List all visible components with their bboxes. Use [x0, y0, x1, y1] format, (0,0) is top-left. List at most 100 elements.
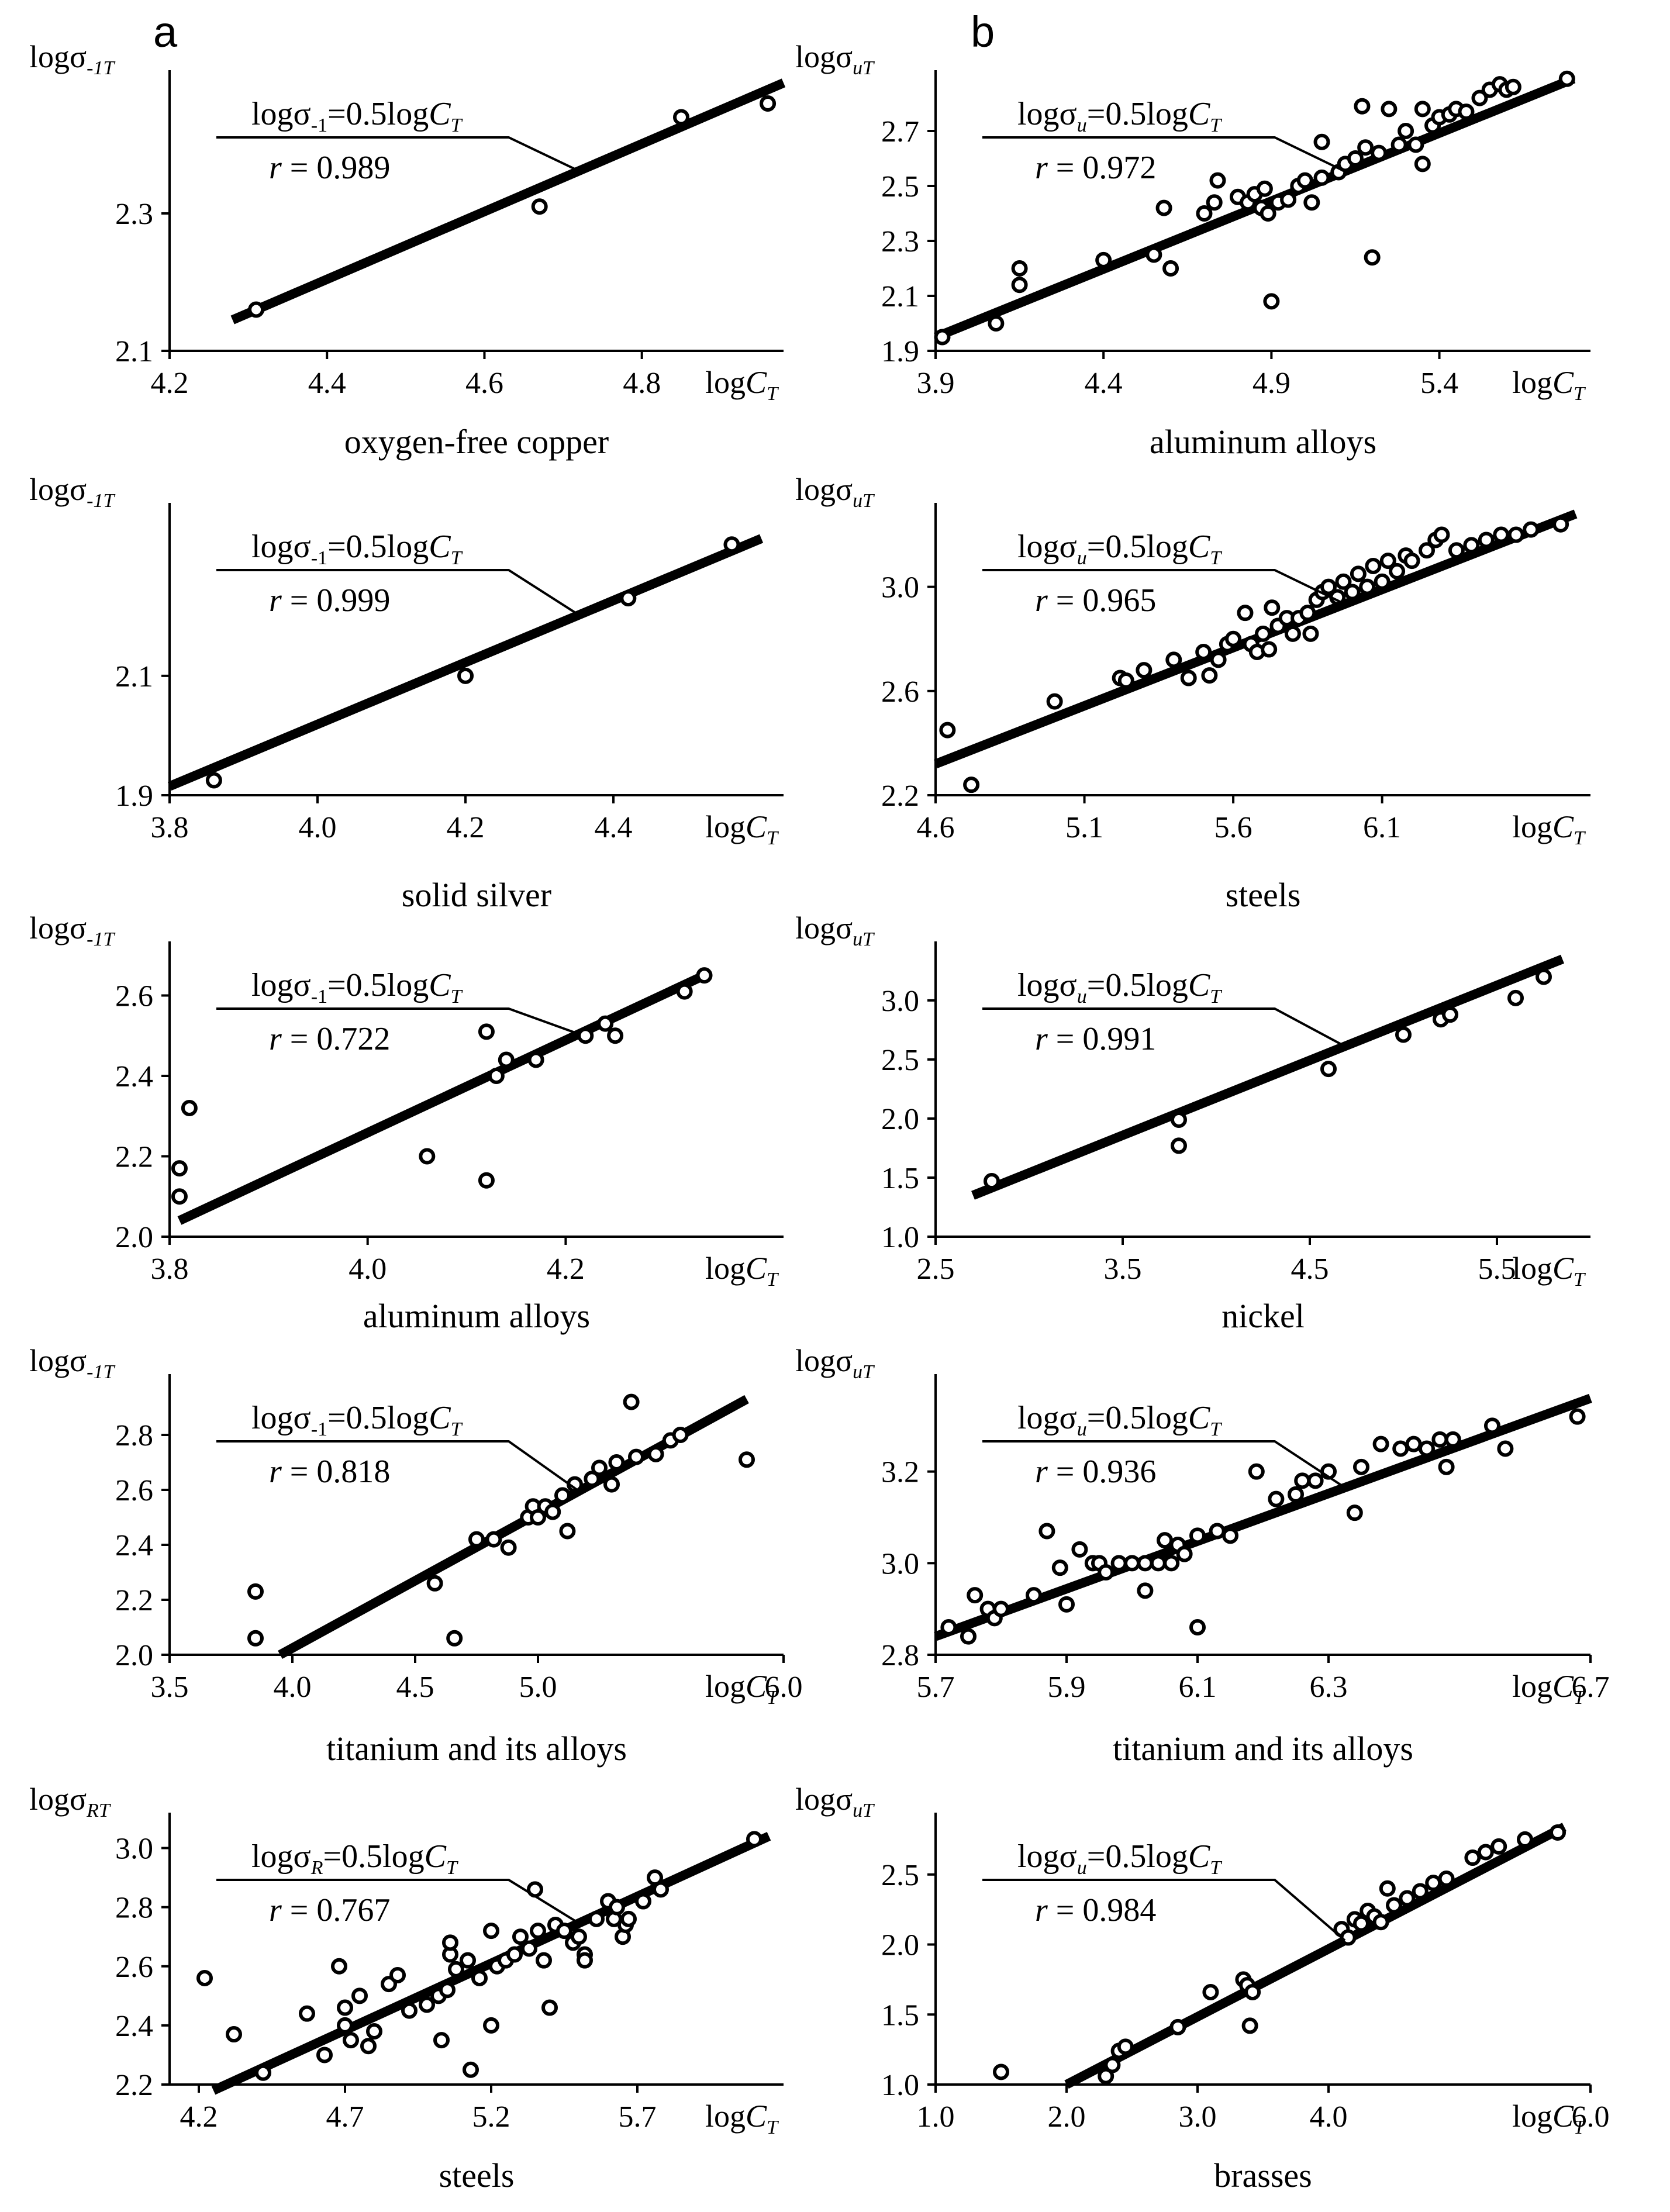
data-point	[1340, 1929, 1357, 1946]
data-point	[597, 1015, 614, 1032]
x-axis-label-var: C	[1552, 809, 1574, 844]
equation-lhs: logσ	[251, 1400, 311, 1436]
data-point	[1299, 605, 1316, 622]
y-axis-label: logσuT	[795, 910, 875, 950]
data-point	[541, 1999, 558, 2016]
x-tick-label: 5.4	[1420, 367, 1458, 400]
equation-lhs: logσ	[1017, 967, 1077, 1003]
x-tick-label: 6.0	[1572, 2100, 1610, 2134]
data-point	[1414, 101, 1431, 118]
x-axis-label: logCT	[1512, 1669, 1586, 1709]
x-axis-label-var: C	[746, 1669, 767, 1704]
data-point	[1414, 156, 1431, 172]
data-point	[1433, 526, 1450, 543]
data-point	[1379, 1880, 1396, 1897]
r-value: = 0.991	[1048, 1021, 1157, 1057]
data-point	[506, 1946, 523, 1963]
data-point	[1165, 651, 1182, 668]
data-point	[1038, 1523, 1055, 1540]
equation-var: C	[429, 1400, 451, 1436]
x-axis-label-main: log	[1512, 809, 1552, 844]
equation-label: logσu=0.5logCT	[1017, 1400, 1222, 1440]
equation-rhs: =0.5log	[327, 967, 429, 1003]
data-point	[1163, 1555, 1180, 1572]
y-tick-label: 1.0	[881, 2069, 919, 2102]
data-point	[993, 1600, 1009, 1617]
equation-label: logσ-1=0.5logCT	[251, 967, 463, 1007]
data-point	[1484, 1417, 1500, 1434]
data-point	[1155, 199, 1172, 216]
data-point	[351, 1987, 368, 2004]
data-point	[1350, 565, 1367, 582]
r-value: = 0.818	[282, 1454, 391, 1490]
data-point	[739, 1451, 755, 1468]
data-point	[963, 777, 980, 793]
data-point	[588, 1910, 605, 1927]
data-point	[1261, 641, 1278, 658]
x-axis-label-var: C	[1552, 2099, 1574, 2134]
data-point	[442, 1934, 458, 1951]
y-tick-label: 2.2	[115, 1584, 153, 1617]
data-point	[544, 1503, 561, 1520]
chart-b-1: 4.6 5.1 5.6 6.12.22.63.0logσuTlogCTsteelslo…	[795, 472, 1590, 914]
data-point	[1189, 1527, 1206, 1544]
x-axis-label: logCT	[705, 1251, 779, 1290]
y-tick-label: 2.0	[115, 1221, 153, 1254]
x-tick-label: 4.2	[447, 811, 485, 844]
equation-sub: u	[1077, 547, 1087, 569]
r-symbol: r	[269, 1021, 282, 1057]
data-point	[171, 1188, 188, 1205]
data-point	[1442, 1006, 1458, 1023]
y-axis-label-main: logσ	[795, 1343, 853, 1378]
data-point	[1374, 573, 1390, 590]
y-axis-label-sub: uT	[853, 57, 875, 79]
data-point	[1438, 1870, 1455, 1887]
data-point	[419, 1148, 436, 1165]
data-point	[1210, 651, 1227, 668]
data-point	[1438, 1458, 1455, 1475]
y-axis-label: logσuT	[795, 1343, 875, 1383]
data-point	[1390, 136, 1407, 153]
data-point	[1490, 1838, 1507, 1855]
data-point	[1222, 1527, 1238, 1544]
y-tick-label: 2.4	[115, 1060, 153, 1093]
r-value: = 0.999	[282, 582, 391, 619]
equation-label: logσ-1=0.5logCT	[251, 96, 463, 136]
y-tick-label: 1.9	[115, 779, 153, 813]
x-axis-label-var: C	[746, 809, 767, 844]
x-axis-label-var: C	[746, 365, 767, 400]
chart-title: nickel	[1222, 1297, 1305, 1335]
data-point	[1359, 578, 1376, 595]
equation-var-sub: T	[1210, 1857, 1222, 1879]
y-axis-label-main: logσ	[29, 472, 87, 507]
x-axis-label-sub: T	[1574, 2117, 1586, 2138]
r-value: = 0.936	[1048, 1454, 1157, 1490]
chart-a-4: 4.2 4.7 5.2 5.72.22.42.62.83.0logσRTlogCTst…	[29, 1782, 784, 2194]
data-point	[1353, 1458, 1369, 1475]
equation-var: C	[1188, 1400, 1210, 1436]
equation-lhs: logσ	[1017, 529, 1077, 565]
x-axis-label-sub: T	[767, 1687, 779, 1709]
data-point	[609, 1899, 625, 1916]
data-point	[1209, 172, 1226, 189]
y-tick-label: 2.3	[881, 225, 919, 258]
data-point	[247, 1630, 264, 1647]
x-axis-label: logCT	[1512, 1251, 1586, 1290]
y-tick-label: 2.4	[115, 1529, 153, 1562]
y-axis-label-main: logσ	[795, 1782, 853, 1817]
y-axis-label-main: logσ	[29, 1782, 87, 1817]
y-axis-label: logσ-1T	[29, 39, 115, 79]
data-point	[536, 1952, 552, 1969]
data-point	[419, 1996, 435, 2013]
r-symbol: r	[1035, 582, 1048, 619]
x-tick-label: 4.0	[349, 1252, 387, 1286]
data-point	[723, 536, 740, 553]
data-point	[571, 1928, 587, 1945]
y-tick-label: 2.2	[115, 2069, 153, 2102]
x-tick-label: 4.6	[465, 367, 503, 400]
data-point	[1307, 1472, 1324, 1489]
data-point	[635, 1893, 651, 1910]
data-point	[205, 772, 222, 789]
data-point	[1558, 70, 1575, 87]
data-point	[500, 1539, 517, 1556]
